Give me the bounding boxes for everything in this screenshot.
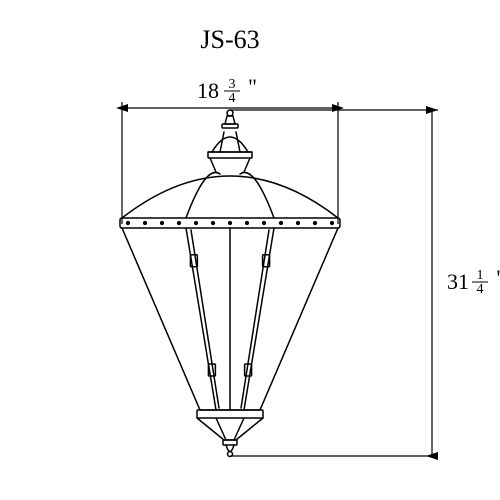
height-dimension: 31 14 " bbox=[230, 110, 500, 456]
diagram-stage: JS-631834"3114" bbox=[0, 0, 500, 500]
width-dimension: 18 34 " bbox=[122, 74, 338, 224]
svg-text:4: 4 bbox=[477, 282, 484, 297]
svg-text:": " bbox=[496, 265, 500, 290]
model-title: JS-63 bbox=[200, 25, 259, 54]
svg-text:4: 4 bbox=[229, 91, 236, 106]
svg-text:1: 1 bbox=[477, 268, 484, 283]
svg-text:31: 31 bbox=[447, 269, 469, 294]
height-label: 31 14 " bbox=[447, 265, 500, 297]
diagram-svg: JS-631834"3114" bbox=[0, 0, 500, 500]
width-label: 18 34 " bbox=[197, 74, 257, 106]
svg-text:3: 3 bbox=[229, 77, 236, 92]
lantern bbox=[120, 110, 340, 457]
svg-text:18: 18 bbox=[197, 78, 219, 103]
svg-text:": " bbox=[248, 74, 257, 99]
